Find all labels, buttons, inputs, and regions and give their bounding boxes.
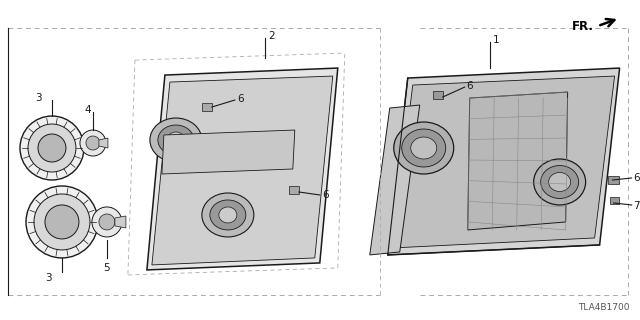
- Ellipse shape: [534, 159, 586, 205]
- Text: 1: 1: [493, 35, 499, 45]
- Polygon shape: [370, 105, 420, 255]
- Circle shape: [26, 186, 98, 258]
- Circle shape: [28, 124, 76, 172]
- Circle shape: [45, 205, 79, 239]
- Ellipse shape: [541, 165, 579, 198]
- Ellipse shape: [411, 137, 436, 159]
- Text: 7: 7: [634, 201, 640, 211]
- Polygon shape: [162, 130, 295, 174]
- Polygon shape: [468, 92, 568, 230]
- Bar: [433, 91, 443, 99]
- Circle shape: [92, 207, 122, 237]
- Circle shape: [99, 214, 115, 230]
- Ellipse shape: [402, 129, 445, 167]
- Text: 6: 6: [237, 94, 243, 104]
- Text: TLA4B1700: TLA4B1700: [578, 303, 630, 312]
- Circle shape: [86, 136, 100, 150]
- Polygon shape: [152, 76, 333, 265]
- Text: 5: 5: [104, 263, 110, 273]
- Polygon shape: [388, 68, 620, 255]
- Polygon shape: [147, 68, 338, 270]
- Bar: [607, 176, 619, 184]
- Ellipse shape: [158, 125, 194, 155]
- Bar: [202, 103, 212, 111]
- Ellipse shape: [150, 118, 202, 162]
- Text: 3: 3: [35, 93, 42, 103]
- Circle shape: [20, 116, 84, 180]
- Circle shape: [34, 194, 90, 250]
- Text: 6: 6: [634, 173, 640, 183]
- Circle shape: [38, 134, 66, 162]
- Ellipse shape: [219, 207, 237, 223]
- Text: 6: 6: [467, 81, 474, 91]
- Text: 2: 2: [268, 31, 275, 41]
- Text: 6: 6: [322, 190, 328, 200]
- Bar: [289, 186, 299, 194]
- Ellipse shape: [210, 200, 246, 230]
- Text: 3: 3: [45, 273, 51, 283]
- Polygon shape: [99, 138, 108, 148]
- Bar: [610, 197, 619, 204]
- Polygon shape: [115, 216, 126, 228]
- Text: FR.: FR.: [572, 20, 594, 33]
- Ellipse shape: [202, 193, 254, 237]
- Circle shape: [80, 130, 106, 156]
- Text: 4: 4: [84, 105, 92, 115]
- Ellipse shape: [394, 122, 454, 174]
- Ellipse shape: [548, 172, 571, 191]
- Ellipse shape: [167, 132, 185, 148]
- Polygon shape: [393, 76, 614, 248]
